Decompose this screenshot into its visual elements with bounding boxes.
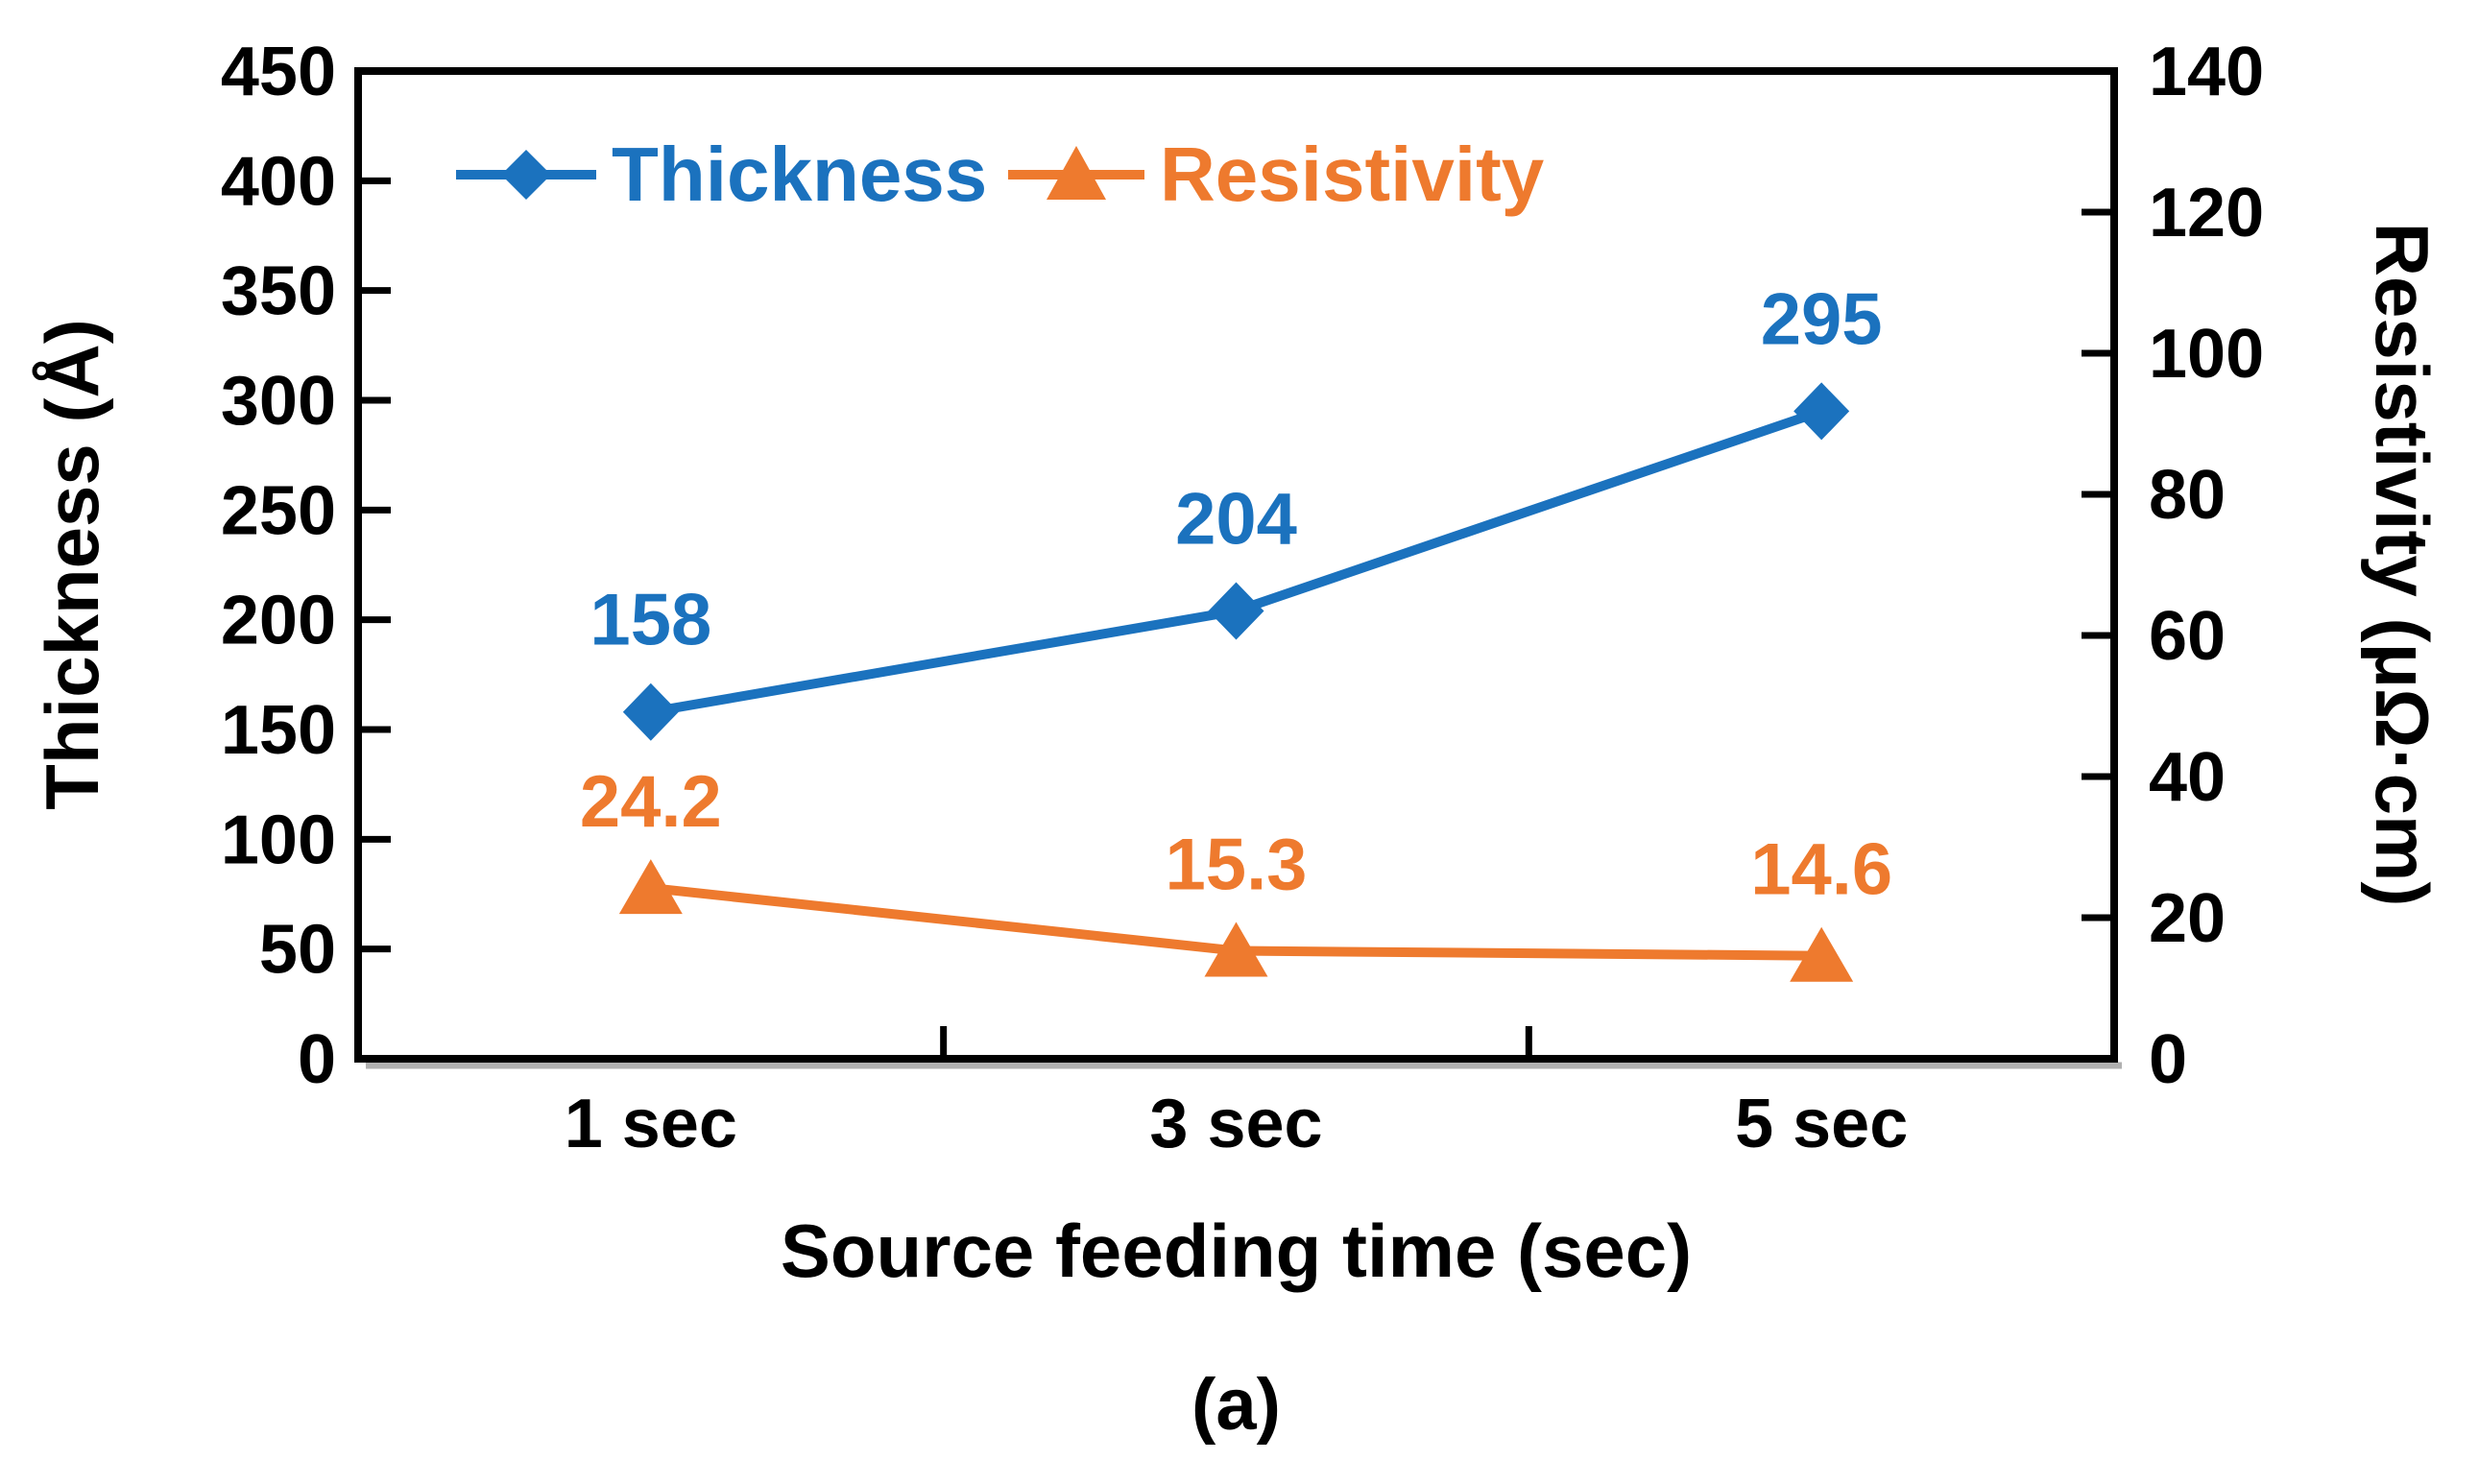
- right-axis-tick-label: 120: [2149, 175, 2264, 251]
- left-axis-tick-label: 200: [221, 583, 336, 659]
- x-axis-category-label: 5 sec: [1735, 1086, 1908, 1162]
- left-axis-title: Thickness (Å): [30, 319, 114, 810]
- right-axis-tick-label: 140: [2149, 34, 2264, 110]
- right-axis-tick-label: 100: [2149, 316, 2264, 393]
- right-axis-tick-label: 40: [2149, 739, 2226, 816]
- left-axis-tick-label: 0: [298, 1021, 336, 1098]
- left-axis-tick-label: 300: [221, 363, 336, 440]
- legend-label-thickness: Thickness: [612, 132, 988, 217]
- thickness-data-label: 295: [1761, 278, 1883, 360]
- x-axis-category-label: 3 sec: [1149, 1086, 1322, 1162]
- resistivity-data-label: 15.3: [1166, 825, 1308, 906]
- right-axis-tick-label: 0: [2149, 1021, 2187, 1098]
- thickness-marker: [1208, 582, 1264, 640]
- figure-caption: (a): [1191, 1364, 1281, 1446]
- resistivity-data-label: 14.6: [1750, 829, 1892, 911]
- x-axis-title: Source feeding time (sec): [780, 1209, 1693, 1293]
- right-axis-tick-label: 20: [2149, 880, 2226, 957]
- left-axis-tick-label: 250: [221, 472, 336, 549]
- thickness-data-label: 158: [590, 580, 711, 661]
- right-axis-tick-label: 80: [2149, 457, 2226, 534]
- resistivity-data-label: 24.2: [580, 761, 722, 843]
- resistivity-legend-marker-icon: [1008, 146, 1144, 200]
- x-axis-category-label: 1 sec: [565, 1086, 737, 1162]
- thickness-marker: [1793, 382, 1850, 441]
- thickness-line: [649, 406, 1823, 717]
- left-axis-tick-label: 100: [221, 802, 336, 878]
- legend-entry-thickness: Thickness: [454, 134, 987, 215]
- thickness-data-label: 204: [1175, 479, 1297, 561]
- left-axis-tick-label: 450: [221, 34, 336, 110]
- right-axis-tick-label: 60: [2149, 598, 2226, 675]
- left-axis-tick-label: 150: [221, 692, 336, 769]
- legend-entry-resistivity: Resistivity: [1006, 134, 1544, 215]
- thickness-legend-marker-icon: [456, 150, 596, 200]
- resistivity-marker: [1790, 926, 1854, 982]
- plot-border: [354, 67, 2118, 1063]
- resistivity-marker: [618, 859, 683, 915]
- left-axis-tick-label: 50: [259, 912, 336, 989]
- thickness-marker: [622, 682, 679, 741]
- left-axis-tick-label: 350: [221, 253, 336, 330]
- resistivity-marker: [1204, 922, 1268, 977]
- left-axis-tick-label: 400: [221, 143, 336, 220]
- right-axis-title: Resistivity (μΩ·cm): [2360, 222, 2444, 907]
- legend-label-resistivity: Resistivity: [1160, 132, 1545, 217]
